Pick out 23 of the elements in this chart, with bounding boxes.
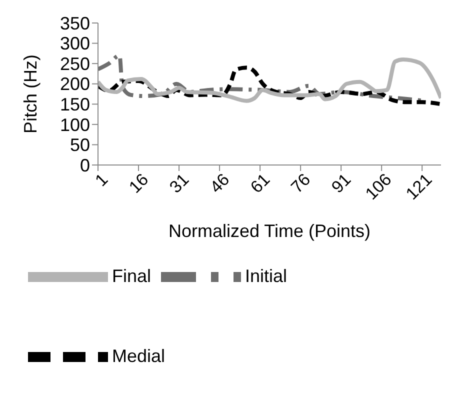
x-tick-label: 106	[362, 170, 396, 204]
y-tick-label: 50	[70, 135, 90, 156]
y-tick-label: 250	[60, 54, 90, 74]
line-series	[98, 66, 441, 106]
x-tick-label: 61	[246, 170, 274, 197]
x-tick-label: 31	[166, 170, 193, 197]
x-tick-label: 16	[125, 170, 152, 197]
legend-label: Initial	[245, 266, 288, 286]
y-tick-label: 150	[60, 94, 90, 115]
y-tick-label: 100	[60, 114, 90, 135]
x-tick-label: 121	[402, 170, 436, 204]
x-tick-label: 1	[92, 170, 112, 190]
x-tick-label: 76	[287, 170, 314, 197]
x-tick-label: 46	[206, 170, 234, 197]
x-axis-title: Normalized Time (Points)	[168, 221, 371, 241]
legend-label: Medial	[112, 346, 166, 366]
y-axis-title: Pitch (Hz)	[20, 54, 40, 134]
y-tick-label: 200	[60, 74, 90, 94]
legend-label: Final	[112, 266, 152, 286]
x-tick-label: 91	[328, 170, 355, 197]
y-tick-label: 350	[60, 13, 90, 34]
y-tick-label: 0	[80, 155, 90, 176]
y-tick-label: 300	[60, 34, 90, 54]
